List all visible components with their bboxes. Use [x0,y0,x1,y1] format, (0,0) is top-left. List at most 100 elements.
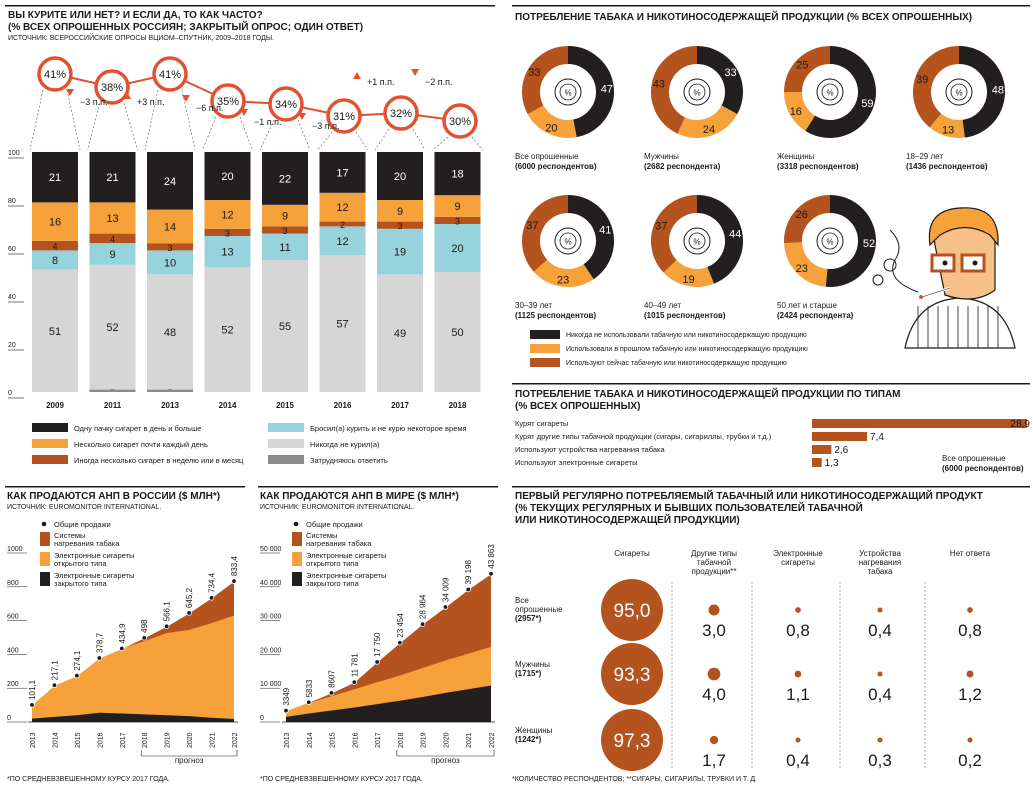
bar-value-label: 22 [279,173,291,185]
legend-swatch [32,423,68,432]
legend-label: открытого типа [54,559,107,568]
bar-segment [147,389,193,392]
connector-line [239,116,253,151]
top-rule [258,486,498,488]
donut-segment [958,46,1005,138]
donut-segment [825,195,876,287]
legend-swatch [268,423,304,432]
bar-value-label: 19 [394,247,406,259]
area-title: КАК ПРОДАЮТСЯ АНП В МИРЕ ($ МЛН*) [260,491,459,502]
bar-value-label: 9 [109,249,115,261]
connector-line [317,131,333,151]
total-value-label: 274,1 [73,650,82,671]
row-sub-label: (1715*) [515,669,542,678]
hbar-note: (6000 респондентов) [942,464,1024,473]
hbar-category-label: Курят сигареты [515,419,568,428]
bar-segment [89,202,136,234]
row-label: Мужчины [515,660,550,669]
arrow-down-icon [240,109,248,116]
hbar-category-label: Используют электронные сигареты [515,458,637,467]
bar-value-label: 21 [106,172,118,184]
bar-segment [319,255,366,392]
donut-center-label: % [826,238,833,247]
total-smokers-label: 31% [333,111,355,123]
forecast-label: прогноз [175,756,204,765]
row-sub-label: (2957*) [515,614,542,623]
donut-segment [527,105,577,138]
hbar-bar [812,458,822,467]
bar-segment [32,250,78,270]
total-value-label: 434,9 [118,623,127,644]
total-smokers-label: 41% [44,69,66,81]
x-tick-label: 2022 [489,732,496,748]
donut-center-ring [559,232,577,250]
table-subtitle: ИЛИ НИКОТИНОСОДЕРЖАЩЕЙ ПРОДУКЦИИ) [515,513,740,526]
donut-group-sub: (2682 респондента) [644,162,721,171]
donut-group-name: 18–29 лет [906,152,943,161]
cigarette-tip [919,295,923,299]
footnote: *ПО СРЕДНЕВЗВЕШЕННОМУ КУРСУ 2017 ГОДА. [7,776,170,783]
total-smokers-label: 34% [275,99,297,111]
hair [928,207,999,247]
y-tick-label: 0 [260,715,264,722]
total-smokers-bubble [152,56,188,92]
bar-segment [32,269,78,392]
donut-segment [651,46,698,134]
legend-swatch [292,532,302,546]
donut-segment [696,46,743,115]
donut-center-ring [688,83,706,101]
total-value-label: 5833 [305,679,314,697]
bubble-small [794,670,802,678]
bar-value-label: 11 [279,242,290,254]
bar-segment [89,264,136,390]
bubble-small [795,737,801,743]
donut-group-sub: (6000 респондентов) [515,162,597,171]
donut-value-label: 33 [528,67,540,79]
column-header: Нет ответа [950,549,991,558]
shirt [904,297,1016,349]
cigarette-outline [921,287,951,298]
hbar-category-label: Используют устройства нагревания табака [515,445,665,454]
total-smokers-bubble [210,83,246,119]
legend-label: Общие продажи [306,520,363,529]
donut-value-label: 59 [861,98,873,110]
donut-segment [805,46,876,138]
connector-line [297,119,311,151]
connector-line [87,102,101,151]
connector-line [355,131,368,151]
bar-value-label: 24 [164,176,176,188]
x-tick-label: 2017 [375,732,382,748]
x-tick-label: 2009 [46,401,64,410]
donut-center-label: % [955,89,962,98]
total-smokers-bubble [37,56,73,92]
legend-swatch [268,439,304,448]
total-value-label: 11 781 [350,653,359,677]
hbar-value-label: 7,4 [870,432,884,443]
donut-center-ring [816,227,844,255]
total-point [397,640,403,646]
change-label: −2 п.п. [425,77,453,87]
x-tick-label: 2021 [466,732,473,748]
y-tick-label: 400 [7,647,19,654]
arrow-down-icon [411,69,419,76]
area-source: ИСТОЧНИК: EUROMONITOR INTERNATIONAL. [260,504,414,511]
change-label: +1 п.п. [367,77,395,87]
arrow-down-icon [182,95,190,102]
column-header: Сигареты [614,549,650,558]
donut-value-label: 23 [557,275,569,287]
bar-value-label: 17 [336,167,348,179]
donut-group-sub: (3318 респондентов) [777,162,859,171]
donut-center-label: % [693,89,700,98]
hbar-subtitle: (% ВСЕХ ОПРОШЕННЫХ) [515,401,640,412]
y-tick-label: 10 000 [260,681,282,688]
legend-swatch [40,552,50,566]
total-value-label: 734,4 [208,572,217,593]
y-tick-label: 80 [8,198,16,205]
x-tick-label: 2014 [307,732,314,748]
bar-value-label: 50 [451,327,463,339]
x-tick-label: 2013 [30,732,37,748]
x-tick-label: 2014 [219,401,237,410]
bar-segment [32,240,78,251]
column-header: табака [868,567,894,576]
